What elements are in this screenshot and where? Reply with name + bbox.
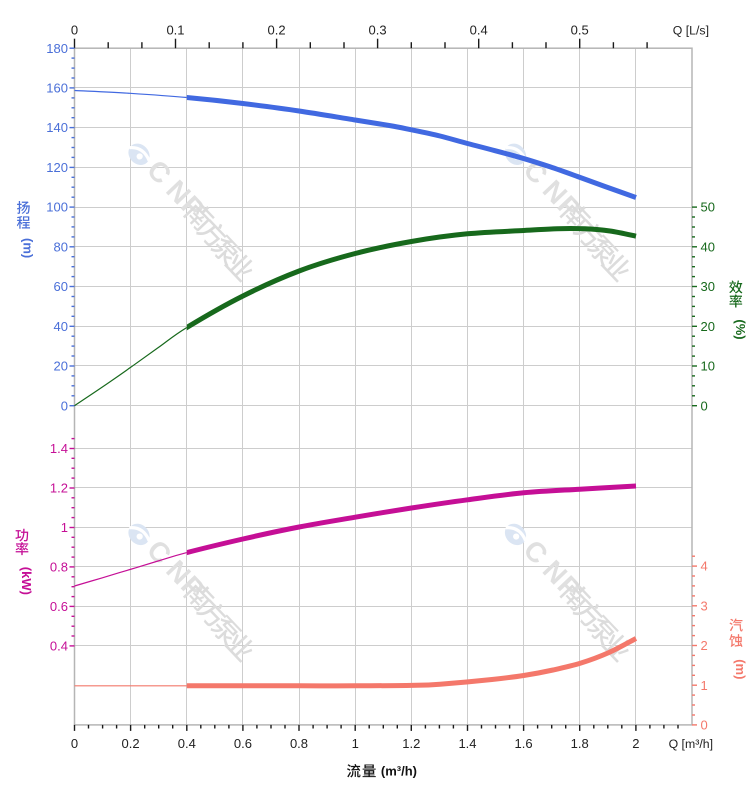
svg-text:30: 30 xyxy=(701,279,715,294)
svg-text:10: 10 xyxy=(701,359,715,374)
svg-text:2: 2 xyxy=(632,736,639,751)
svg-text:20: 20 xyxy=(701,319,715,334)
svg-text:2: 2 xyxy=(701,638,708,653)
svg-text:0.4: 0.4 xyxy=(470,23,488,38)
svg-text:3: 3 xyxy=(701,598,708,613)
svg-text:1.4: 1.4 xyxy=(458,736,476,751)
svg-text:0.6: 0.6 xyxy=(234,736,252,751)
svg-text:0.2: 0.2 xyxy=(122,736,140,751)
svg-text:20: 20 xyxy=(54,359,68,374)
svg-text:50: 50 xyxy=(701,200,715,215)
svg-text:(kW): (kW) xyxy=(19,567,34,595)
svg-text:40: 40 xyxy=(701,239,715,254)
svg-text:0.5: 0.5 xyxy=(571,23,589,38)
svg-text:0: 0 xyxy=(61,398,68,413)
svg-text:1: 1 xyxy=(61,520,68,535)
svg-text:120: 120 xyxy=(46,160,68,175)
svg-text:40: 40 xyxy=(54,319,68,334)
svg-text:(m³/h): (m³/h) xyxy=(381,763,417,778)
svg-text:100: 100 xyxy=(46,200,68,215)
svg-text:4: 4 xyxy=(701,559,708,574)
svg-text:Q [L/s]: Q [L/s] xyxy=(673,24,709,38)
svg-text:1.8: 1.8 xyxy=(571,736,589,751)
svg-text:0.8: 0.8 xyxy=(50,560,68,575)
svg-text:0.4: 0.4 xyxy=(178,736,196,751)
svg-text:0.2: 0.2 xyxy=(268,23,286,38)
svg-text:Q [m³/h]: Q [m³/h] xyxy=(669,737,713,751)
svg-text:140: 140 xyxy=(46,120,68,135)
svg-text:1.2: 1.2 xyxy=(402,736,420,751)
svg-text:160: 160 xyxy=(46,81,68,96)
svg-text:(m): (m) xyxy=(21,238,36,258)
svg-text:1: 1 xyxy=(701,678,708,693)
svg-text:0.8: 0.8 xyxy=(290,736,308,751)
svg-text:0.1: 0.1 xyxy=(166,23,184,38)
svg-text:1: 1 xyxy=(352,736,359,751)
svg-text:180: 180 xyxy=(46,41,68,56)
svg-text:1.2: 1.2 xyxy=(50,481,68,496)
svg-text:0: 0 xyxy=(701,398,708,413)
svg-text:1.4: 1.4 xyxy=(50,441,68,456)
svg-text:60: 60 xyxy=(54,279,68,294)
svg-text:0.4: 0.4 xyxy=(50,639,68,654)
svg-text:1.6: 1.6 xyxy=(515,736,533,751)
svg-text:80: 80 xyxy=(54,239,68,254)
svg-text:(m): (m) xyxy=(733,659,748,679)
svg-text:0: 0 xyxy=(701,718,708,733)
svg-text:0: 0 xyxy=(71,23,78,38)
svg-text:0: 0 xyxy=(71,736,78,751)
svg-text:(%): (%) xyxy=(733,319,748,339)
svg-text:0.3: 0.3 xyxy=(369,23,387,38)
svg-text:0.6: 0.6 xyxy=(50,599,68,614)
